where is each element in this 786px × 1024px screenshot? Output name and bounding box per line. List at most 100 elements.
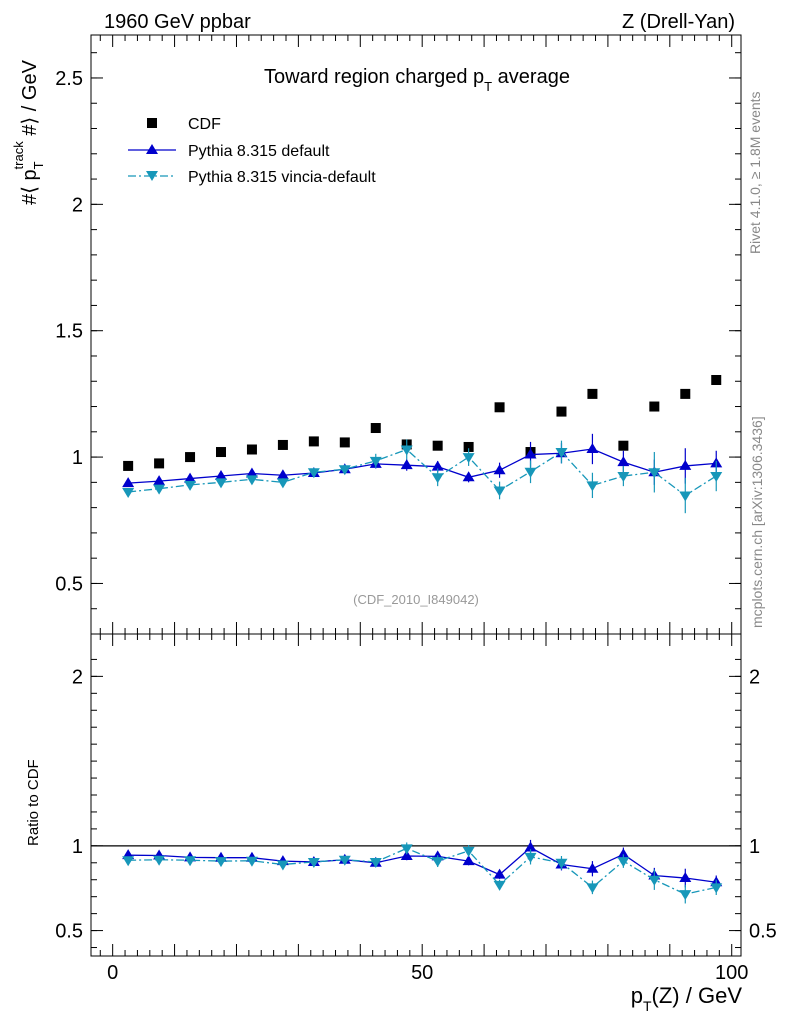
xlabel-post: (Z) / GeV (652, 983, 743, 1008)
vincia-point (679, 491, 692, 502)
ratio-y-tick-label: 1 (72, 836, 83, 858)
default-point (462, 471, 475, 482)
default-line (128, 448, 717, 484)
ratio-vincia-point (184, 856, 197, 867)
default-point (153, 475, 166, 486)
main-ylabel-sub: T (31, 161, 46, 169)
cdf-point (680, 388, 691, 399)
vincia-point (617, 472, 630, 483)
vincia-point (400, 445, 413, 456)
main-ylabel-sup: track (11, 141, 26, 170)
cdf-point (154, 458, 165, 469)
cdf-point (246, 444, 257, 455)
cdf-point (277, 439, 288, 450)
vincia-point (648, 468, 661, 479)
main-axes: 0.5 1 1.5 2 2.5 (55, 35, 741, 635)
cdf-point (339, 437, 350, 448)
ratio-vincia-point (153, 855, 166, 866)
ratio-vincia-point (215, 857, 227, 868)
main-title: Toward region charged pT average (264, 66, 570, 94)
ratio-vincia-point (462, 846, 475, 857)
mcplots-label: mcplots.cern.ch [arXiv:1306.3436] (749, 416, 765, 628)
ratio-y-tick-label: 2 (72, 666, 83, 688)
cdf-point (123, 460, 134, 471)
vincia-point (586, 481, 599, 492)
cdf-point (216, 447, 226, 458)
default-point (617, 456, 630, 467)
vincia-point (369, 456, 382, 467)
vincia-point (462, 453, 475, 464)
vincia-point (276, 478, 289, 489)
ratio-default-point (679, 872, 692, 883)
default-point (245, 467, 258, 478)
ratio-y-tick-label: 0.5 (55, 921, 83, 943)
vincia-point (153, 484, 166, 495)
ratio-vincia-point (679, 890, 692, 901)
main-ylabel: #⟨ pTtrack #⟩ / GeV (11, 59, 46, 205)
legend-label-cdf: CDF (188, 116, 221, 133)
legend-marker-cdf (147, 118, 157, 128)
vincia-point (493, 486, 506, 497)
default-point (215, 470, 227, 481)
main-ylabel-post: #⟩ / GeV (19, 59, 41, 141)
default-point (400, 459, 413, 470)
header-left: 1960 GeV ppbar (104, 11, 251, 33)
ratio-vincia-point (586, 883, 599, 894)
main-marks (122, 374, 723, 514)
y-tick-label: 1 (72, 447, 83, 469)
default-point (524, 448, 537, 459)
vincia-point (122, 487, 135, 498)
default-point (276, 469, 289, 480)
cdf-point (587, 388, 598, 399)
ratio-vincia-point (369, 857, 382, 868)
main-title-rest: average (492, 66, 570, 88)
cdf-point (649, 401, 660, 412)
xlabel-sub: T (643, 998, 652, 1014)
ratio-y-tick-label-right: 0.5 (749, 921, 777, 943)
ratio-y-tick-label-right: 2 (749, 666, 760, 688)
x-tick-label: 0 (107, 962, 118, 984)
cdf-point (618, 440, 629, 451)
default-point (493, 464, 506, 475)
ratio-marks (122, 839, 723, 904)
cdf-point (370, 423, 381, 434)
default-point (184, 472, 197, 483)
ratio-vincia-point (493, 880, 506, 891)
x-tick-label: 100 (715, 962, 748, 984)
vincia-point (215, 478, 227, 489)
vincia-point (524, 467, 537, 478)
y-tick-label: 0.5 (55, 573, 83, 595)
ratio-vincia-point (524, 852, 537, 863)
default-point (586, 442, 599, 453)
default-point (431, 460, 444, 471)
ratio-default-point (586, 862, 599, 873)
legend: CDF Pythia 8.315 default Pythia 8.315 vi… (128, 116, 376, 186)
legend-marker-default (146, 144, 158, 154)
cdf-point (463, 441, 474, 452)
vincia-point (245, 475, 258, 486)
ratio-vincia-point (710, 883, 723, 894)
y-tick-label: 1.5 (55, 321, 83, 343)
main-title-sub: T (484, 79, 492, 94)
cdf-point (494, 402, 505, 413)
rivet-label: Rivet 4.1.0, ≥ 1.8M events (747, 91, 763, 254)
legend-label-default: Pythia 8.315 default (188, 143, 330, 160)
vincia-line (128, 448, 717, 497)
ratio-y-tick-label-right: 1 (749, 836, 760, 858)
ratio-vincia-point (245, 856, 258, 867)
ratio-vincia-point (307, 857, 320, 868)
legend-marker-vincia (146, 171, 158, 181)
legend-label-vincia: Pythia 8.315 vincia-default (188, 169, 376, 186)
y-tick-label: 2.5 (55, 68, 83, 90)
vincia-point (555, 448, 568, 459)
vincia-point (338, 465, 351, 476)
cdf-point (711, 374, 722, 385)
y-tick-label: 2 (72, 194, 83, 216)
vincia-point (710, 472, 723, 483)
vincia-point (307, 468, 320, 479)
ratio-default-point (617, 848, 630, 859)
main-ylabel-pre: #⟨ p (19, 169, 41, 205)
default-point (122, 477, 135, 488)
ratio-vincia-point (338, 855, 351, 866)
ratio-vincia-point (400, 844, 413, 855)
